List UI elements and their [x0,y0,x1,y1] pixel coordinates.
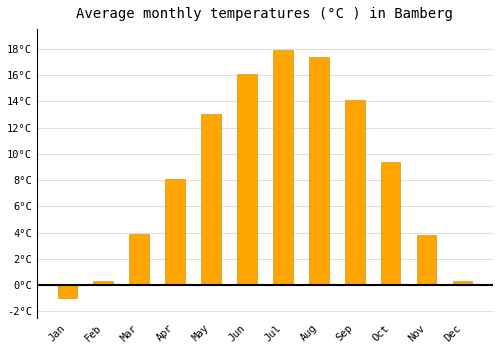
Bar [416,235,436,285]
Bar [58,285,78,298]
Bar [309,57,328,285]
Bar [273,50,293,285]
Bar [130,234,149,285]
Bar [345,100,364,285]
Bar [201,114,221,285]
Bar [237,74,257,285]
Title: Average monthly temperatures (°C ) in Bamberg: Average monthly temperatures (°C ) in Ba… [76,7,454,21]
Bar [94,281,113,285]
Bar [452,281,472,285]
Bar [380,162,400,285]
Bar [166,179,185,285]
